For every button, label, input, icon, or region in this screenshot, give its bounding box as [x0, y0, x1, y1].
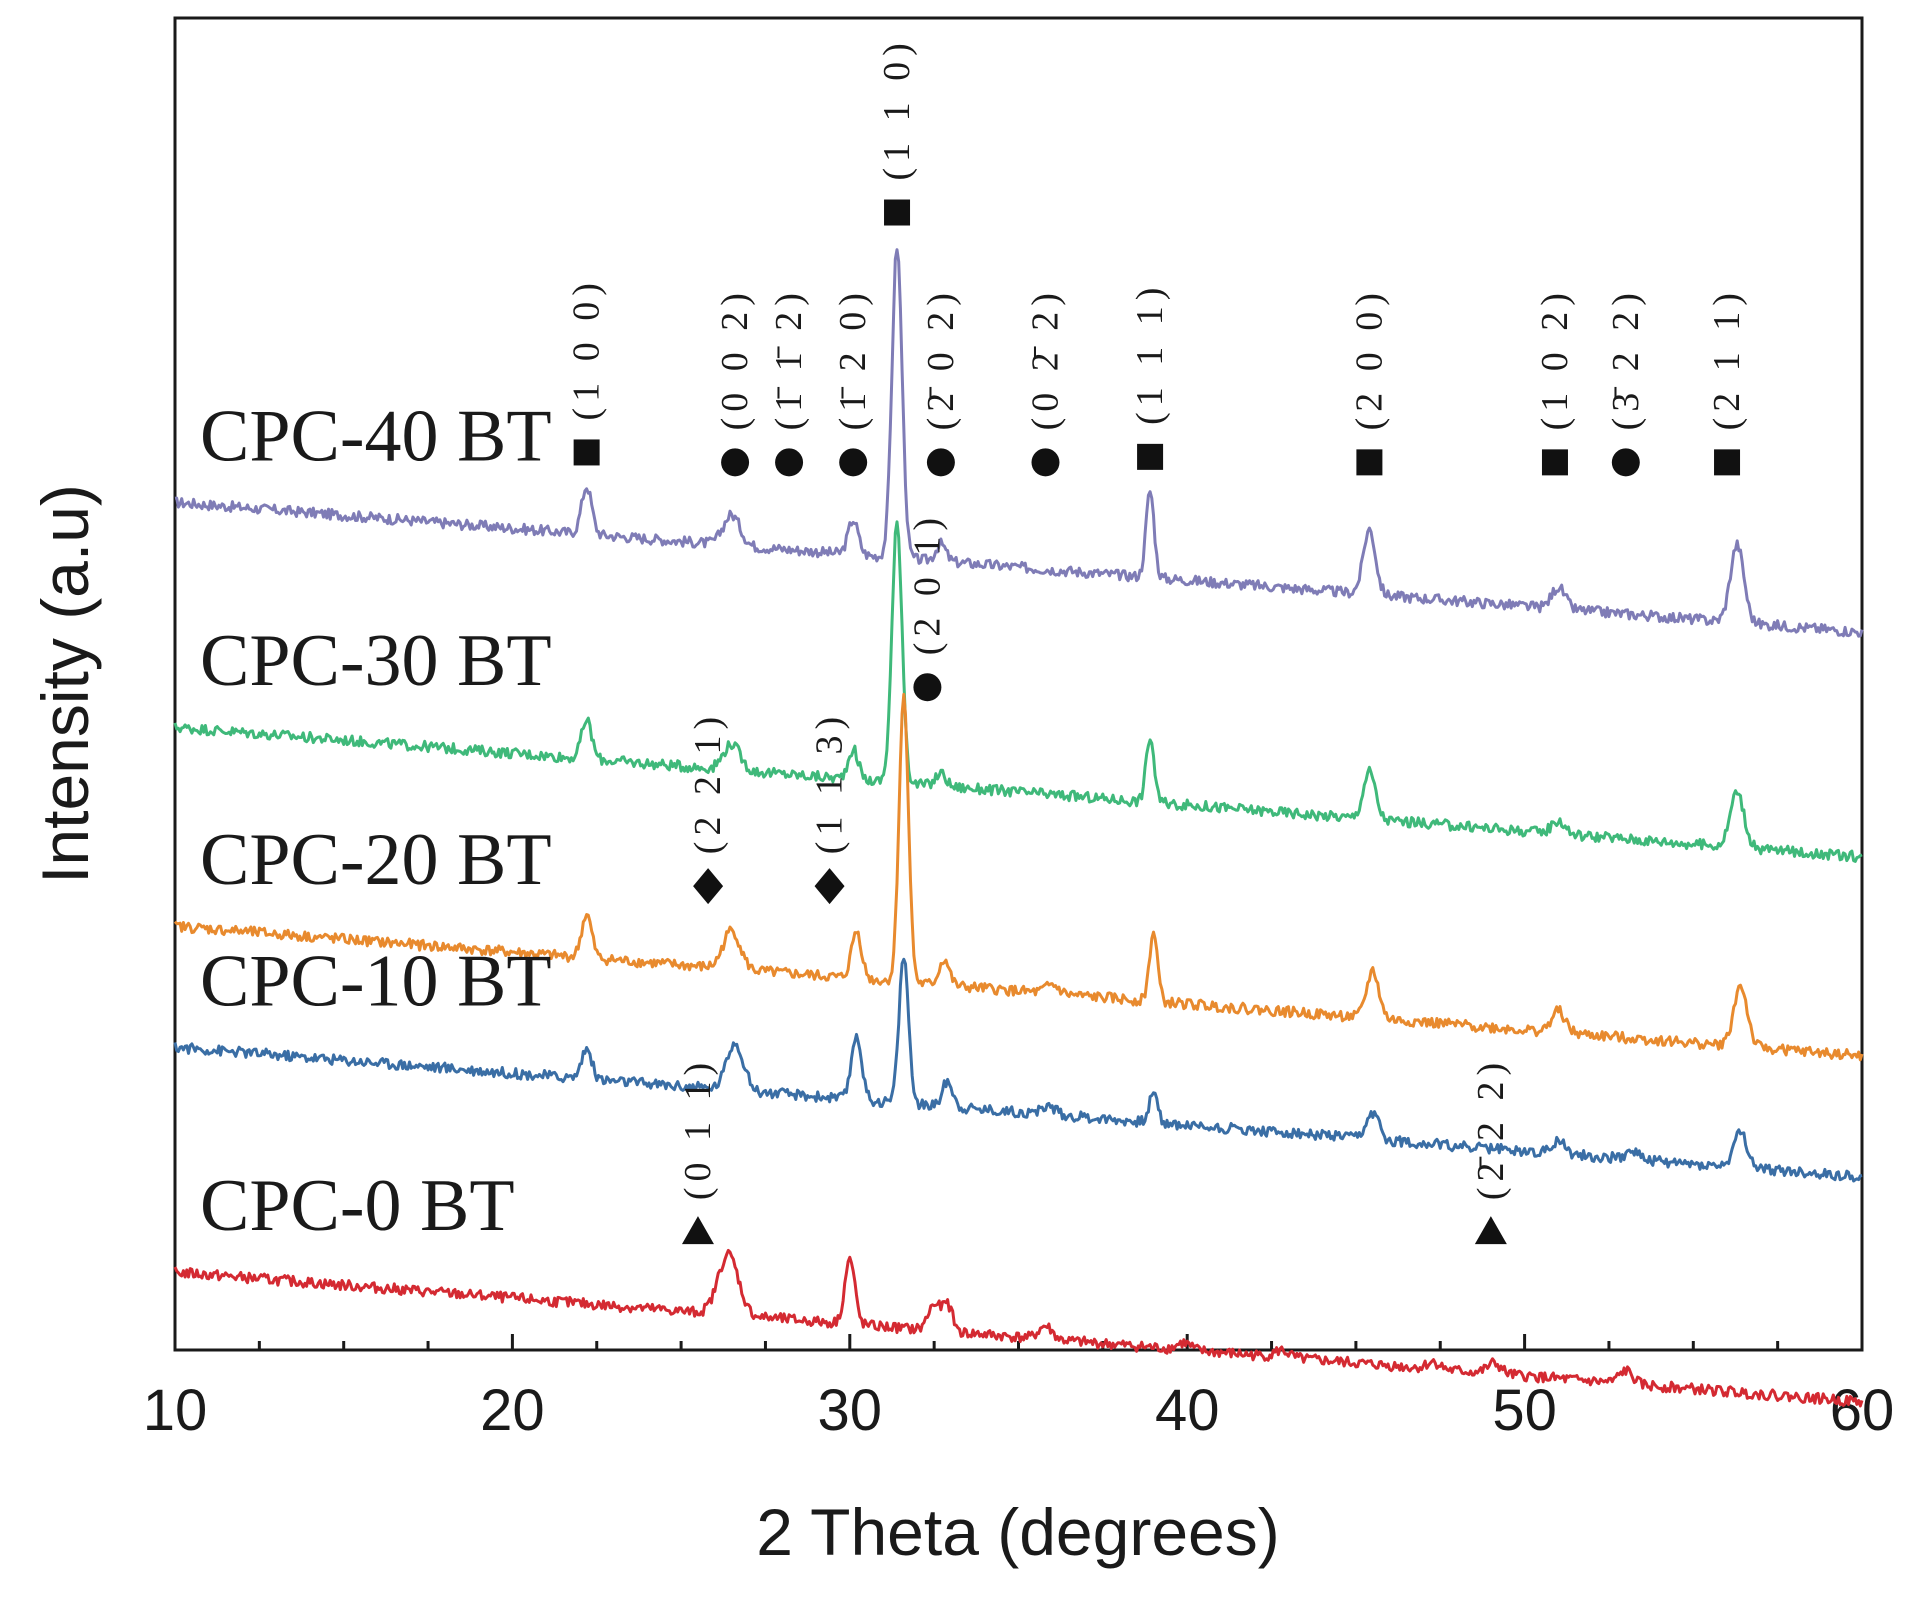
diamond-marker — [814, 868, 845, 905]
series-label: CPC-30 BT — [200, 620, 552, 702]
circle-marker — [775, 448, 804, 477]
x-tick-label: 30 — [818, 1378, 883, 1443]
miller-index-label: (1̄ 1̄ 2) — [768, 287, 810, 430]
square-marker — [884, 199, 911, 226]
miller-index-label: (2̄ 2 2) — [1470, 1057, 1512, 1200]
miller-index-label: (2̄ 0 2) — [920, 287, 962, 430]
miller-index-label: (1 1 1) — [1129, 282, 1171, 425]
series-label: CPC-40 BT — [200, 395, 552, 477]
series-line-cpc-30-bt — [173, 520, 1863, 863]
series-line-cpc-20-bt — [173, 692, 1864, 1062]
miller-index-label: (2 0 0) — [1348, 287, 1390, 430]
miller-index-label: (1 0 2) — [1534, 287, 1576, 430]
marker-layer: (1 0 0) (0 0 2) (1̄ 1̄ 2) (1̄ 2 0) (1 1 0) (2… — [566, 37, 1748, 1245]
label-layer: CPC-40 BT CPC-30 BT CPC-20 BT CPC-10 BT CPC-… — [200, 395, 552, 1247]
x-tick-label: 10 — [143, 1378, 208, 1443]
y-axis-title: Intensity (a.u) — [28, 484, 102, 884]
miller-index-label: (1̄ 2 0) — [832, 287, 874, 430]
x-axis-title: 2 Theta (degrees) — [756, 1495, 1279, 1569]
series-label: CPC-10 BT — [200, 940, 552, 1022]
series-label: CPC-20 BT — [200, 819, 552, 901]
square-marker — [1137, 443, 1164, 470]
series-line-cpc-10-bt — [173, 957, 1863, 1183]
square-marker — [1356, 449, 1383, 476]
square-marker — [1714, 449, 1741, 476]
square-marker — [1541, 449, 1568, 476]
x-tick-label: 20 — [480, 1378, 545, 1443]
x-tick-label: 50 — [1492, 1378, 1557, 1443]
x-tick-label: 40 — [1155, 1378, 1220, 1443]
miller-index-label: (0 0 2) — [714, 287, 756, 430]
circle-marker — [1031, 448, 1060, 477]
circle-marker — [913, 673, 942, 702]
triangle-marker — [681, 1216, 714, 1245]
circle-marker — [721, 448, 750, 477]
square-marker — [573, 439, 600, 466]
miller-index-label: (2 0 1) — [906, 512, 948, 655]
circle-marker — [839, 448, 868, 477]
miller-index-label: (0 1 1) — [677, 1057, 719, 1200]
miller-index-label: (0 2̄ 2) — [1024, 287, 1066, 430]
miller-index-label: (2 2 1) — [687, 711, 729, 854]
series-line-cpc-0-bt — [173, 1248, 1864, 1408]
diamond-marker — [693, 868, 724, 905]
triangle-marker — [1474, 1216, 1507, 1245]
x-tick-label: 60 — [1830, 1378, 1895, 1443]
x-axis-ticks: 10 20 30 40 50 60 — [143, 1334, 1895, 1443]
miller-index-label: (3̄ 2 2) — [1605, 287, 1647, 430]
miller-index-label: (1 0 0) — [566, 277, 608, 420]
miller-index-label: (2 1 1) — [1706, 287, 1748, 430]
series-label: CPC-0 BT — [200, 1165, 515, 1247]
series-layer — [173, 248, 1864, 1408]
miller-index-label: (1 1 3) — [809, 711, 851, 854]
circle-marker — [1611, 448, 1640, 477]
miller-index-label: (1 1 0) — [876, 37, 918, 180]
circle-marker — [926, 448, 955, 477]
series-line-cpc-40-bt — [174, 248, 1864, 638]
